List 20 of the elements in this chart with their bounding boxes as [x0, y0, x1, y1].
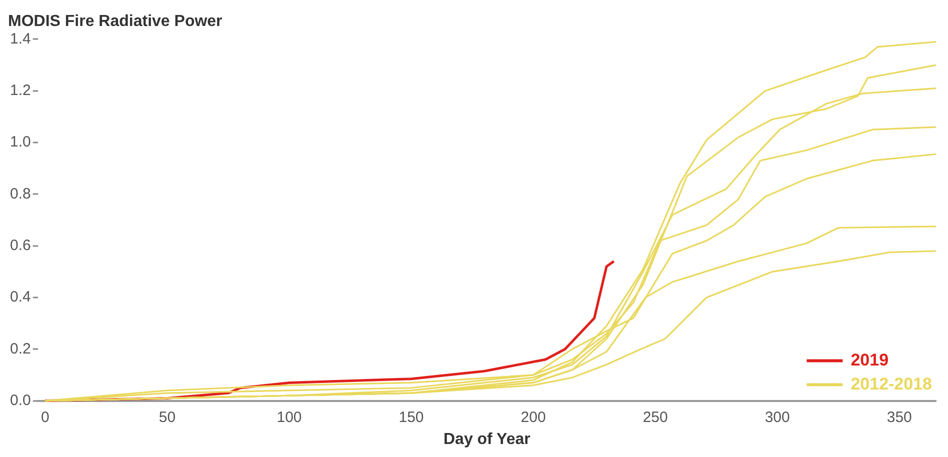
y-tick-label: 1.0 [10, 134, 31, 151]
chart-title: MODIS Fire Radiative Power [8, 13, 222, 30]
x-tick-label: 0 [41, 408, 50, 426]
y-tick-label: 0.2 [10, 340, 31, 358]
x-tick-label: 200 [520, 408, 546, 426]
y-tick-label: 1.2 [10, 82, 31, 99]
y-tick-label: 0.0 [10, 392, 31, 409]
legend-label: 2012-2018 [850, 374, 932, 394]
y-tick-label: 0.4 [10, 288, 31, 306]
y-tick-label: 1.4 [10, 30, 31, 48]
x-tick-label: 100 [276, 408, 302, 426]
x-tick-label: 50 [158, 408, 176, 426]
y-tick-label: 0.8 [10, 185, 31, 202]
y-tick-label: 0.6 [10, 236, 31, 254]
x-tick-label: 150 [398, 408, 424, 426]
x-tick-label: 250 [642, 408, 668, 426]
legend-label: 2019 [850, 350, 889, 370]
x-axis-title: Day of Year [443, 430, 530, 448]
x-tick-label: 300 [764, 408, 790, 426]
x-tick-label: 350 [886, 408, 912, 426]
